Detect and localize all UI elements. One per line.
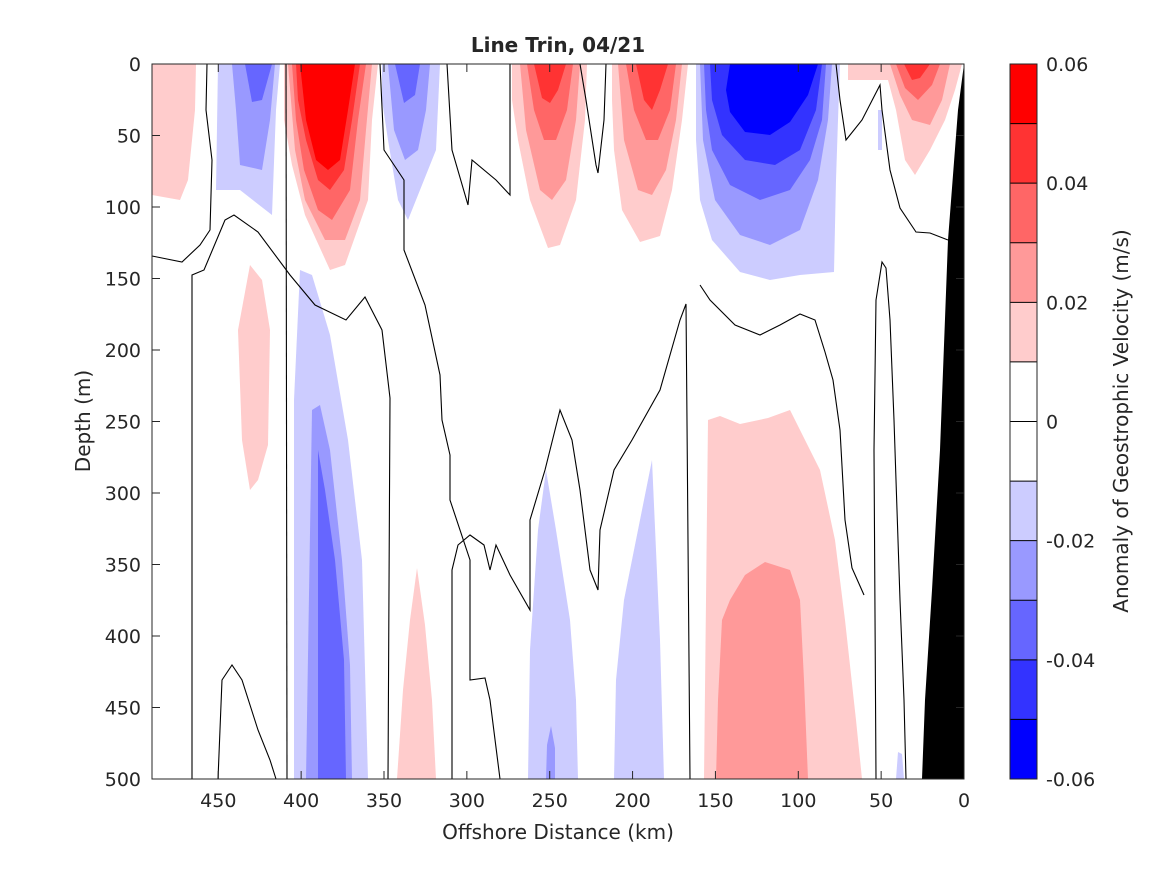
fill-pos-20 bbox=[397, 568, 436, 779]
y-tick-label: 250 bbox=[105, 412, 141, 434]
y-axis: 0 50 100 150 200 250 300 350 400 450 500 bbox=[105, 54, 964, 791]
fill-neg-15 bbox=[318, 450, 346, 779]
x-tick-label: 300 bbox=[449, 790, 485, 812]
x-tick-label: 100 bbox=[780, 790, 816, 812]
fill-neg-17 bbox=[546, 726, 555, 779]
colorbar-swatch bbox=[1010, 183, 1037, 243]
fill-neg-18 bbox=[614, 460, 664, 779]
x-tick-label: 0 bbox=[958, 790, 970, 812]
anomaly-fills bbox=[152, 64, 962, 779]
x-axis-label: Offshore Distance (km) bbox=[442, 820, 674, 844]
colorbar-swatch bbox=[1010, 540, 1037, 601]
colorbar-tick-label: 0.04 bbox=[1046, 173, 1088, 195]
y-tick-label: 100 bbox=[105, 197, 141, 219]
y-tick-label: 300 bbox=[105, 483, 141, 505]
fill-pos-17 bbox=[896, 64, 940, 100]
y-tick-label: 50 bbox=[117, 126, 141, 148]
x-tick-label: 50 bbox=[869, 790, 893, 812]
chart-title: Line Trin, 04/21 bbox=[471, 33, 645, 57]
x-axis: 450 400 350 300 250 200 150 100 50 0 bbox=[200, 64, 970, 812]
fill-pos-10 bbox=[534, 64, 566, 103]
x-tick-label: 350 bbox=[366, 790, 402, 812]
colorbar-swatch bbox=[1010, 242, 1037, 303]
colorbar-label: Anomaly of Geostrophic Velocity (m/s) bbox=[1109, 229, 1133, 612]
x-tick-label: 450 bbox=[200, 790, 236, 812]
y-tick-label: 450 bbox=[105, 698, 141, 720]
bathymetry-mask bbox=[922, 64, 964, 779]
colorbar-swatch bbox=[1010, 719, 1037, 779]
fill-pos-6 bbox=[300, 64, 355, 170]
fill-neg-16 bbox=[528, 470, 578, 779]
colorbar-swatch bbox=[1010, 64, 1037, 124]
y-tick-label: 150 bbox=[105, 269, 141, 291]
colorbar-swatch bbox=[1010, 361, 1037, 422]
fill-neg-6 bbox=[395, 64, 420, 103]
y-tick-label: 400 bbox=[105, 626, 141, 648]
plot-area bbox=[152, 64, 964, 779]
fill-pos-18 bbox=[904, 64, 930, 80]
fill-neg-12 bbox=[878, 110, 882, 150]
fill-neg-3 bbox=[245, 64, 272, 102]
colorbar-swatch bbox=[1010, 659, 1037, 720]
fill-neg-5 bbox=[388, 64, 430, 160]
colorbar-swatch bbox=[1010, 421, 1037, 482]
colorbar-tick-label: 0.06 bbox=[1046, 54, 1088, 76]
y-tick-label: 350 bbox=[105, 555, 141, 577]
colorbar-tick-label: -0.02 bbox=[1046, 531, 1095, 553]
zero-contours bbox=[152, 64, 949, 779]
y-tick-label: 500 bbox=[105, 769, 141, 791]
x-tick-label: 150 bbox=[697, 790, 733, 812]
fill-neg-19 bbox=[896, 752, 904, 779]
colorbar-tick-label: -0.04 bbox=[1046, 650, 1095, 672]
fill-pos-22 bbox=[716, 562, 808, 779]
fill-pos-1 bbox=[152, 64, 196, 200]
x-tick-label: 250 bbox=[532, 790, 568, 812]
colorbar-frame bbox=[1009, 63, 1038, 780]
y-tick-label: 200 bbox=[105, 340, 141, 362]
colorbar-swatch bbox=[1010, 302, 1037, 362]
fill-pos-14 bbox=[636, 64, 668, 110]
y-axis-label: Depth (m) bbox=[71, 370, 95, 472]
colorbar-swatch bbox=[1010, 123, 1037, 184]
colorbar-tick-label: -0.06 bbox=[1046, 769, 1095, 791]
colorbar-tick-label: 0 bbox=[1046, 412, 1058, 434]
colorbar-tick-label: 0.02 bbox=[1046, 292, 1088, 314]
x-tick-label: 400 bbox=[283, 790, 319, 812]
x-tick-label: 200 bbox=[614, 790, 650, 812]
fill-neg-11 bbox=[726, 64, 818, 135]
colorbar-swatch bbox=[1010, 600, 1037, 660]
y-tick-label: 0 bbox=[129, 54, 141, 76]
colorbar-swatch bbox=[1010, 481, 1037, 541]
fill-pos-19 bbox=[238, 265, 270, 490]
colorbar: 0.06 0.04 0.02 0 -0.02 -0.04 -0.06 bbox=[1009, 54, 1095, 791]
